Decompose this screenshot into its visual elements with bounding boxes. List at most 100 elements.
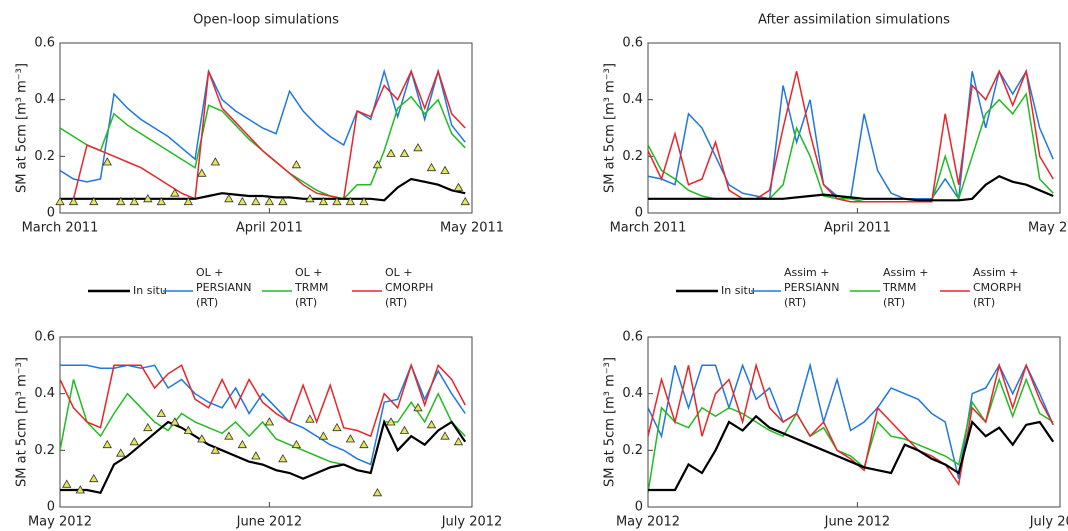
obs-marker <box>210 445 221 454</box>
legend-label: In situ <box>133 284 167 297</box>
y-axis-label: SM at 5cm [m³ m⁻³] <box>15 63 30 193</box>
obs-marker <box>237 196 248 206</box>
obs-marker <box>183 196 194 206</box>
y-tick-label: 0.2 <box>34 149 55 164</box>
obs-marker <box>89 473 99 483</box>
y-tick-label: 0 <box>47 206 55 221</box>
obs-marker <box>156 408 167 417</box>
obs-marker <box>399 148 410 157</box>
series-group <box>60 362 467 495</box>
y-tick-label: 0.6 <box>34 330 55 345</box>
legend-label: OL + TRMM (RT) <box>294 266 328 309</box>
series-line <box>648 362 1054 487</box>
obs-marker <box>156 196 167 206</box>
obs-marker <box>413 403 423 412</box>
x-tick-label: March 2011 <box>22 221 99 236</box>
y-axis-label: SM at 5cm [m³ m⁻³] <box>603 63 618 193</box>
x-tick-label: June 2012 <box>824 515 891 530</box>
y-tick-label: 0.4 <box>622 92 643 107</box>
y-tick-label: 0.2 <box>622 443 643 458</box>
obs-marker <box>264 196 275 206</box>
legend-label: Assim + CMORPH (RT) <box>973 266 1021 309</box>
y-tick-label: 0.4 <box>622 386 643 401</box>
x-tick-label: March 2011 <box>610 221 687 236</box>
obs-marker <box>426 420 437 429</box>
obs-marker <box>102 157 112 166</box>
series-line <box>648 362 1054 479</box>
obs-marker <box>251 451 261 460</box>
obs-marker <box>143 422 153 432</box>
obs-marker <box>129 437 139 446</box>
obs-marker <box>197 168 207 177</box>
series-line <box>648 68 1054 203</box>
obs-marker <box>89 196 99 206</box>
obs-marker <box>386 417 396 426</box>
y-axis-label: SM at 5cm [m³ m⁻³] <box>15 357 30 487</box>
x-tick-label: July 2012 <box>441 515 503 530</box>
x-tick-label: June 2012 <box>236 515 303 530</box>
y-tick-label: 0.6 <box>622 330 643 345</box>
obs-marker <box>305 194 315 203</box>
y-tick-label: 0.2 <box>622 149 643 164</box>
y-tick-label: 0.4 <box>34 386 55 401</box>
x-tick-label: May 2012 <box>28 515 92 530</box>
chart-title: After assimilation simulations <box>758 13 950 28</box>
obs-marker <box>170 417 180 426</box>
series-line <box>648 414 1055 492</box>
obs-marker <box>305 414 315 423</box>
obs-marker <box>345 196 356 206</box>
obs-marker <box>264 417 275 426</box>
x-tick-label: July 2012 <box>1029 515 1068 530</box>
y-axis-label: SM at 5cm [m³ m⁻³] <box>603 357 618 487</box>
obs-marker <box>345 434 356 443</box>
plot-area <box>647 42 1061 214</box>
obs-marker <box>440 165 450 174</box>
obs-marker <box>291 160 302 169</box>
series-line <box>60 68 466 183</box>
obs-marker <box>453 182 464 191</box>
obs-marker <box>453 437 464 446</box>
obs-marker <box>183 425 194 434</box>
series-line <box>60 418 467 495</box>
series-line <box>60 177 466 202</box>
obs-marker <box>318 431 329 440</box>
obs-marker <box>116 196 126 206</box>
chart-title: Open-loop simulations <box>193 13 339 28</box>
obs-marker <box>318 196 329 206</box>
obs-marker <box>413 143 423 152</box>
obs-marker <box>291 439 302 449</box>
legend-label: In situ <box>721 284 755 297</box>
series-line <box>60 379 466 474</box>
x-tick-label: May 2011 <box>1028 221 1068 236</box>
obs-marker <box>224 431 234 440</box>
series-group <box>648 362 1055 493</box>
series-group <box>60 68 466 202</box>
plot-area <box>647 336 1061 508</box>
y-tick-label: 0.4 <box>34 92 55 107</box>
legend-label: Assim + TRMM (RT) <box>882 266 928 309</box>
series-line <box>648 174 1054 202</box>
obs-marker <box>386 148 396 157</box>
obs-marker <box>102 439 112 449</box>
y-tick-label: 0.6 <box>34 36 55 51</box>
plot-area <box>59 336 473 508</box>
obs-marker <box>359 196 369 206</box>
x-tick-label: May 2011 <box>440 221 504 236</box>
x-tick-label: April 2011 <box>236 221 303 236</box>
legend-label: Assim + PERSIANN (RT) <box>784 266 839 309</box>
obs-marker <box>143 194 153 203</box>
obs-marker <box>372 160 383 169</box>
obs-marker <box>359 439 369 449</box>
legend-label: OL + CMORPH (RT) <box>385 266 433 309</box>
obs-marker <box>399 425 410 434</box>
obs-marker <box>68 196 79 206</box>
obs-marker <box>75 485 85 494</box>
x-tick-label: April 2011 <box>824 221 891 236</box>
series-line <box>60 362 466 438</box>
obs-marker <box>170 188 180 197</box>
y-tick-label: 0 <box>635 500 643 515</box>
y-tick-label: 0.6 <box>622 36 643 51</box>
series-line <box>60 68 466 200</box>
y-tick-label: 0.2 <box>34 443 55 458</box>
